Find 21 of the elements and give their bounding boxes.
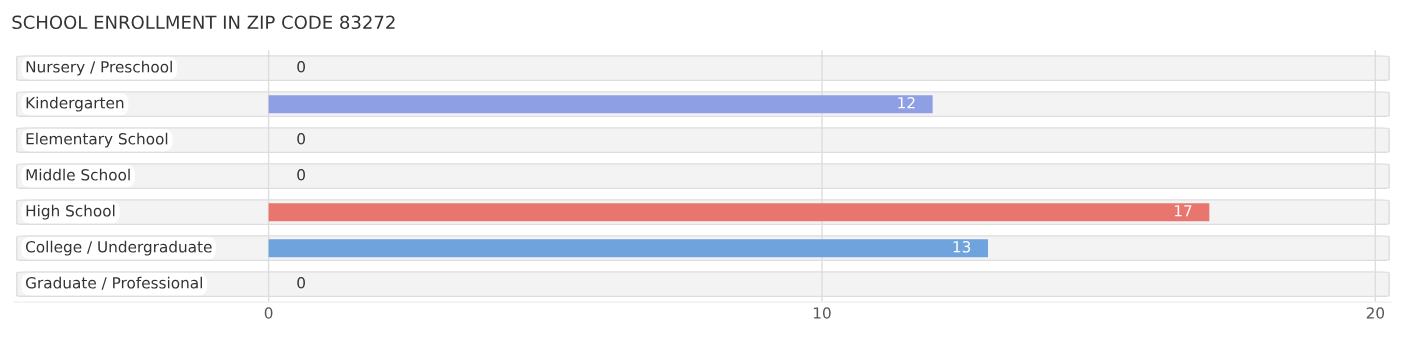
data-label: 13 (953, 241, 971, 253)
y-tick-label: High School (26, 204, 115, 220)
data-label: 0 (297, 277, 305, 289)
x-tick-label: 20 (1366, 307, 1385, 319)
data-label: 0 (297, 133, 305, 145)
data-label: 0 (297, 169, 305, 181)
data-label: 17 (1174, 205, 1192, 217)
y-tick-label: Nursery / Preschool (26, 60, 172, 76)
data-label: 12 (898, 97, 915, 109)
x-tick-label: 0 (264, 307, 273, 319)
bar (268, 95, 933, 114)
bar (268, 203, 1210, 222)
bar (268, 239, 988, 258)
y-tick-label: Graduate / Professional (25, 276, 202, 290)
y-tick-label: Middle School (26, 168, 130, 181)
data-label: 0 (297, 61, 305, 73)
y-tick-label: Kindergarten (26, 96, 124, 112)
chart-title: SCHOOL ENROLLMENT IN ZIP CODE 83272 (12, 15, 395, 30)
x-tick-label: 10 (813, 307, 831, 319)
y-tick-label: College / Undergraduate (25, 240, 212, 256)
y-tick-label: Elementary School (26, 132, 168, 148)
